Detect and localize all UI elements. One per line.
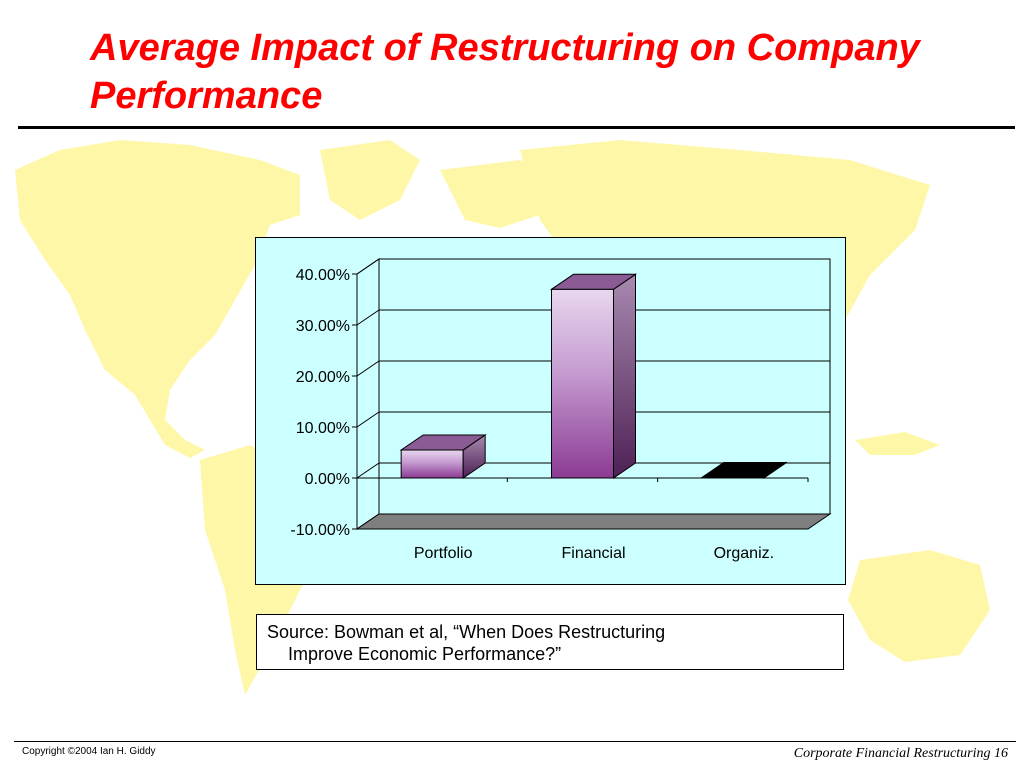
y-tick-label: 40.00% (296, 267, 350, 284)
bar-side (613, 273, 636, 479)
x-tick-label: Portfolio (414, 545, 473, 562)
gridline-diagonal (356, 411, 380, 428)
chart-floor (355, 513, 832, 530)
y-tick-label: 30.00% (296, 318, 350, 335)
footer-course-page: Corporate Financial Restructuring 16 (793, 746, 1008, 761)
gridline-diagonal (356, 309, 380, 326)
y-tick-label: 0.00% (305, 471, 350, 488)
bar-portfolio (400, 449, 464, 479)
source-note-box: Source: Bowman et al, “When Does Restruc… (256, 614, 844, 670)
y-tick-label: 10.00% (296, 420, 350, 437)
source-line-2: Improve Economic Performance?” (288, 644, 562, 664)
title-divider (18, 126, 1015, 129)
gridline-diagonal (356, 258, 380, 275)
gridline-diagonal (356, 462, 380, 479)
bar-top (399, 434, 487, 451)
footer-divider (14, 741, 1016, 742)
gridline-diagonal (356, 360, 380, 377)
bar-top (549, 273, 638, 290)
x-tick-label: Financial (561, 545, 625, 562)
x-tick-label: Organiz. (714, 545, 774, 562)
source-line-1: Source: Bowman et al, “When Does Restruc… (267, 622, 666, 642)
map-greenland (320, 140, 420, 220)
y-tick-label: 20.00% (296, 369, 350, 386)
map-indonesia (855, 432, 940, 455)
map-north-america (15, 140, 300, 458)
chart-side-wall (356, 258, 380, 530)
bar-chart: 40.00% 30.00% 20.00% 10.00% 0.00% -10.00% Port… (290, 258, 832, 562)
y-tick-label: -10.00% (290, 522, 350, 539)
map-australia (848, 550, 990, 662)
slide-title: Average Impact of Restructuring on Compa… (90, 27, 920, 117)
copyright-text: Copyright ©2004 Ian H. Giddy (22, 746, 156, 757)
chart-panel: 40.00% 30.00% 20.00% 10.00% 0.00% -10.00% Port… (255, 237, 846, 585)
bar-top (700, 461, 788, 478)
bar-financial (551, 288, 614, 479)
